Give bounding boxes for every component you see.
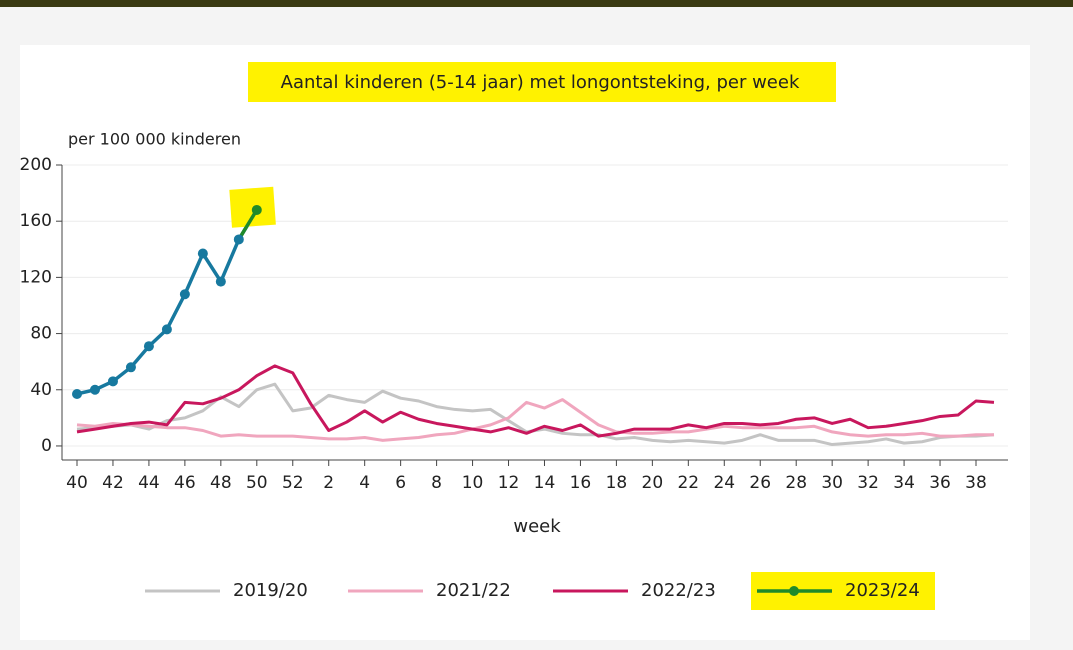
point — [72, 388, 82, 399]
x-tick-label: 52 — [282, 473, 304, 493]
x-tick-label: 12 — [498, 473, 520, 493]
y-tick-label: 40 — [30, 380, 52, 400]
x-tick-label: 28 — [785, 473, 807, 493]
top-bar — [0, 0, 1073, 7]
x-tick-label: 8 — [431, 473, 442, 493]
point — [215, 276, 226, 287]
point — [143, 341, 154, 352]
x-tick-label: 6 — [395, 473, 406, 493]
x-tick-label: 22 — [677, 473, 699, 493]
x-tick-label: 4 — [359, 473, 370, 493]
point — [161, 324, 172, 335]
x-tick-label: 26 — [749, 473, 771, 493]
legend-label: 2022/23 — [641, 580, 716, 601]
x-tick-label: 40 — [66, 473, 88, 493]
x-tick-label: 44 — [138, 473, 160, 493]
x-tick-label: 10 — [462, 473, 484, 493]
x-tick-label: 20 — [642, 473, 664, 493]
x-tick-label: 34 — [893, 473, 915, 493]
x-tick-label: 38 — [965, 473, 987, 493]
x-tick-label: 16 — [570, 473, 592, 493]
point — [89, 384, 100, 395]
point — [251, 204, 262, 215]
last-segment — [237, 209, 259, 241]
point — [107, 376, 118, 387]
series-line — [76, 398, 994, 442]
y-tick-label: 0 — [41, 436, 52, 456]
x-axis-label: week — [513, 516, 561, 537]
y-tick-label: 120 — [20, 267, 52, 287]
y-tick-label: 80 — [30, 324, 52, 344]
x-tick-label: 18 — [606, 473, 628, 493]
y-tick-label: 200 — [20, 155, 52, 175]
chart-panel — [20, 45, 1030, 640]
x-tick-label: 14 — [534, 473, 556, 493]
x-tick-label: 24 — [713, 473, 735, 493]
x-tick-label: 46 — [174, 473, 196, 493]
point — [197, 248, 208, 259]
y-tick-label: 160 — [20, 211, 52, 231]
y-axis-label: per 100 000 kinderen — [68, 130, 241, 149]
point — [125, 362, 136, 373]
point — [179, 289, 190, 300]
x-tick-label: 32 — [857, 473, 879, 493]
legend-label: 2023/24 — [845, 580, 920, 601]
title-highlight — [248, 62, 836, 102]
chart-title: Aantal kinderen (5-14 jaar) met longonts… — [281, 72, 800, 93]
x-tick-label: 2 — [323, 473, 334, 493]
series-line — [76, 364, 995, 438]
legend-label: 2021/22 — [436, 580, 511, 601]
x-tick-label: 42 — [102, 473, 124, 493]
x-tick-label: 48 — [210, 473, 232, 493]
x-tick-label: 36 — [929, 473, 951, 493]
x-tick-label: 30 — [821, 473, 843, 493]
point — [233, 234, 244, 245]
x-tick-label: 50 — [246, 473, 268, 493]
legend-marker — [789, 586, 799, 596]
legend-label: 2019/20 — [233, 580, 308, 601]
